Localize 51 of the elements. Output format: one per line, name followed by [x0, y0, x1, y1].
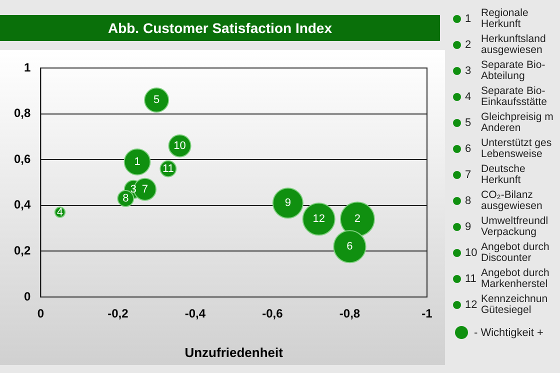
text: 5: [465, 117, 472, 129]
x-axis-title: Unzufriedenheit: [184, 344, 284, 360]
text: Herkunftsland ausgewiesen: [481, 33, 547, 56]
y-tick-label: 0,4: [14, 198, 31, 212]
x-tick-label: -1: [422, 306, 433, 321]
text: Gleichpreisig m Anderen: [481, 111, 554, 134]
text: CO₂-Bilanz ausgewiesen: [481, 189, 544, 212]
x-tick-label: 0: [37, 306, 44, 321]
chart-title: Abb. Customer Satisfaction Index: [0, 15, 440, 41]
text: Separate Bio-Einkaufsstätte: [481, 85, 548, 108]
text: Separate Bio-Abteilung: [481, 59, 546, 82]
text: 8: [465, 195, 472, 207]
y-tick-label: 0: [24, 289, 31, 304]
text: 4: [465, 91, 472, 103]
y-tick-label: 0,6: [14, 152, 31, 166]
text: 1: [465, 13, 472, 25]
text: Umweltfreundl Verpackung: [481, 215, 550, 238]
annotation: 9: [284, 197, 291, 210]
annotation: 10: [174, 140, 186, 152]
annotation: 4: [56, 206, 64, 218]
text: Unterstützt ges Lebensweise: [481, 137, 553, 160]
text: 6: [465, 143, 472, 155]
y-tick-label: 0,2: [14, 244, 31, 258]
annotation: 7: [142, 183, 148, 196]
annotation: 2: [354, 213, 361, 226]
text: 9: [465, 221, 472, 233]
y-tick-label: 0,8: [14, 106, 31, 120]
text: - Wichtigkeit +: [474, 326, 544, 338]
text: 2: [465, 39, 472, 51]
x-tick-label: -0,2: [108, 306, 129, 321]
y-tick-label: 1: [24, 60, 31, 74]
annotation: 5: [154, 94, 160, 106]
annotation: 12: [312, 213, 325, 226]
text: 10: [465, 247, 478, 259]
annotation: 11: [162, 162, 174, 175]
x-tick-label: -0,6: [262, 306, 284, 321]
text: Kennzeichnun Gütesiegel: [481, 293, 549, 316]
text: Angebot durch Markenherstel: [481, 267, 550, 290]
text: 11: [465, 273, 476, 285]
text: 7: [465, 169, 472, 181]
x-tick-label: -0,4: [184, 306, 206, 321]
text: 12: [465, 299, 478, 311]
annotation: 8: [122, 192, 129, 205]
text: Deutsche Herkunft: [481, 163, 526, 186]
annotation: 6: [346, 240, 353, 253]
text: Regionale Herkunft: [481, 7, 530, 30]
annotation: 1: [134, 156, 140, 168]
x-tick-label: -0,8: [339, 306, 360, 321]
annotation: 3: [130, 183, 136, 196]
text: Angebot durch Discounter: [481, 241, 550, 264]
text: 3: [465, 65, 472, 77]
